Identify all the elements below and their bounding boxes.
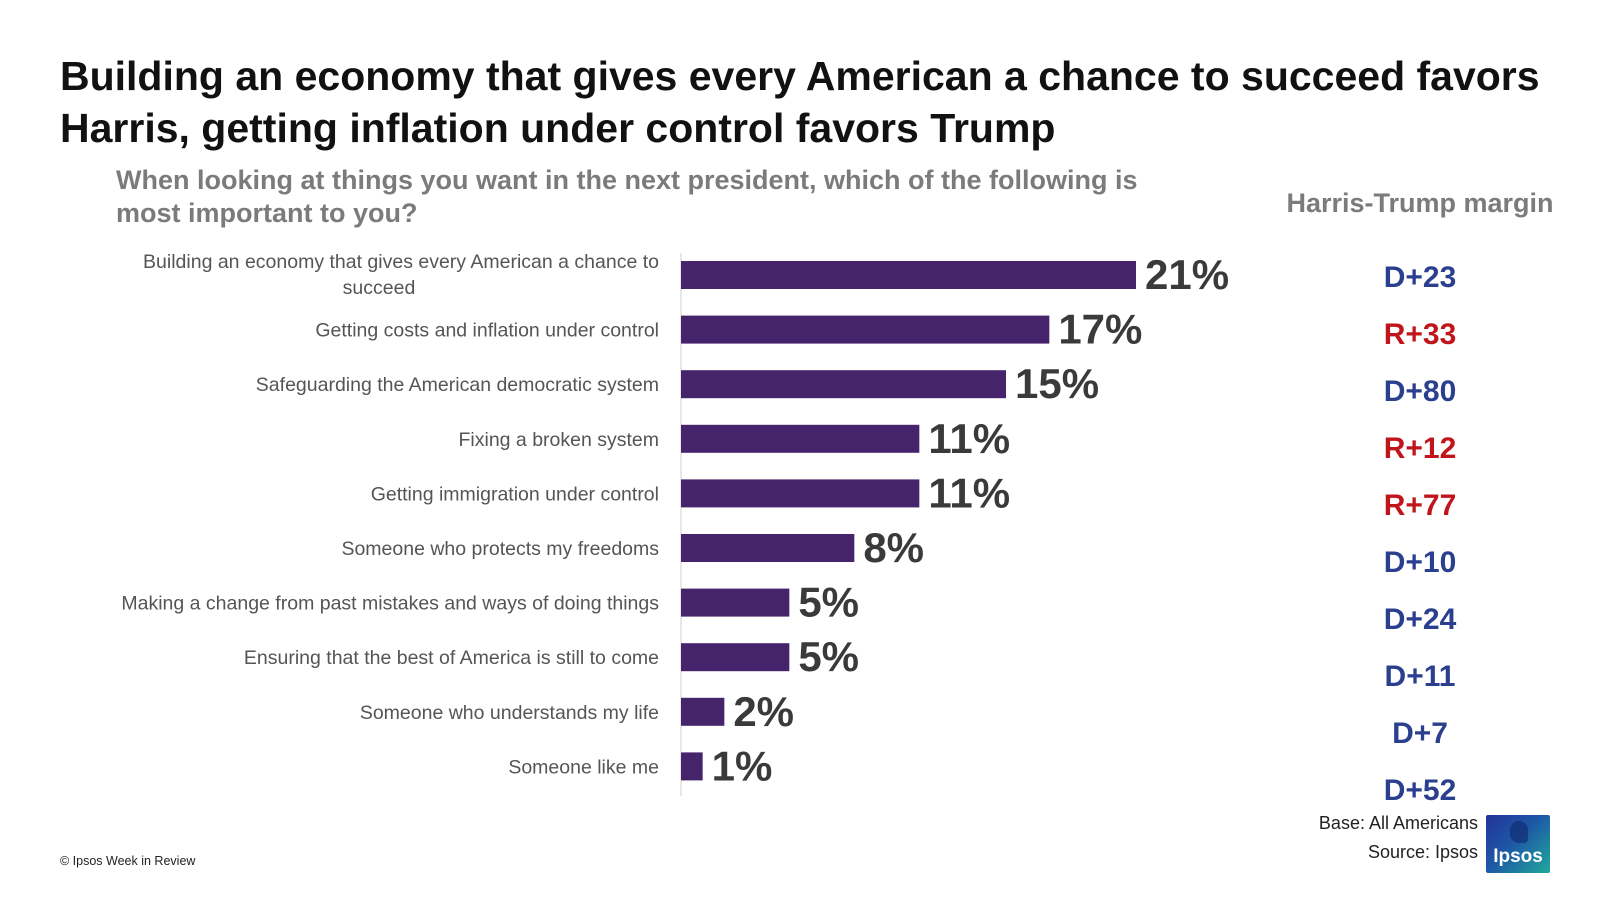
bar-value-label: 11% bbox=[928, 415, 1010, 462]
base-text: Base: All Americans bbox=[1318, 813, 1478, 833]
bar-value-label: 21% bbox=[1145, 251, 1229, 298]
margin-label: D+80 bbox=[1384, 375, 1457, 408]
bar bbox=[681, 643, 790, 672]
bar bbox=[681, 752, 703, 781]
category-label: Getting immigration under control bbox=[371, 483, 659, 505]
chart-title: Building an economy that gives every Ame… bbox=[60, 53, 1540, 151]
margin-label: R+77 bbox=[1384, 489, 1457, 522]
base-source-note: Base: All Americans Source: Ipsos bbox=[1250, 809, 1478, 867]
margin-label: D+24 bbox=[1384, 603, 1457, 636]
ipsos-logo: Ipsos bbox=[1486, 815, 1550, 873]
margin-label: D+11 bbox=[1385, 660, 1456, 693]
category-label: Making a change from past mistakes and w… bbox=[121, 593, 659, 615]
bar-value-label: 11% bbox=[928, 469, 1010, 516]
bar-value-label: 1% bbox=[712, 742, 773, 789]
bar-value-label: 15% bbox=[1015, 360, 1099, 407]
category-label: Someone who protects my freedoms bbox=[341, 538, 659, 560]
logo-mark-icon bbox=[1510, 821, 1528, 843]
bar bbox=[681, 588, 790, 617]
bar bbox=[681, 534, 855, 562]
margin-label: D+7 bbox=[1392, 717, 1448, 750]
bar-value-label: 8% bbox=[863, 524, 924, 571]
chart-subtitle: When looking at things you want in the n… bbox=[116, 165, 1138, 228]
bar bbox=[681, 479, 920, 508]
bar-value-label: 5% bbox=[798, 633, 859, 680]
margin-label: D+52 bbox=[1384, 774, 1457, 807]
bar bbox=[681, 261, 1136, 289]
category-label: Ensuring that the best of America is sti… bbox=[244, 647, 659, 669]
category-label: Building an economy that gives every Ame… bbox=[143, 251, 659, 299]
bar-value-label: 5% bbox=[798, 579, 859, 626]
category-label: Safeguarding the American democratic sys… bbox=[256, 374, 659, 396]
category-label: Someone like me bbox=[508, 756, 659, 778]
copyright-text: © Ipsos Week in Review bbox=[60, 854, 196, 868]
margin-label: D+23 bbox=[1384, 261, 1457, 294]
bar bbox=[681, 315, 1050, 344]
source-text: Source: Ipsos bbox=[1367, 842, 1478, 862]
bar-value-label: 2% bbox=[733, 688, 794, 735]
margin-label: R+33 bbox=[1384, 318, 1457, 351]
category-label: Someone who understands my life bbox=[360, 702, 659, 724]
bar bbox=[681, 424, 920, 453]
bar bbox=[681, 370, 1006, 399]
margin-label: D+10 bbox=[1384, 546, 1457, 579]
logo-text: Ipsos bbox=[1493, 846, 1543, 867]
margin-column-header: Harris-Trump margin bbox=[1286, 188, 1554, 218]
category-label: Fixing a broken system bbox=[459, 429, 660, 451]
margin-label: R+12 bbox=[1384, 432, 1457, 465]
category-label: Getting costs and inflation under contro… bbox=[315, 320, 659, 342]
bar bbox=[681, 697, 725, 726]
bar-value-label: 17% bbox=[1058, 306, 1142, 353]
